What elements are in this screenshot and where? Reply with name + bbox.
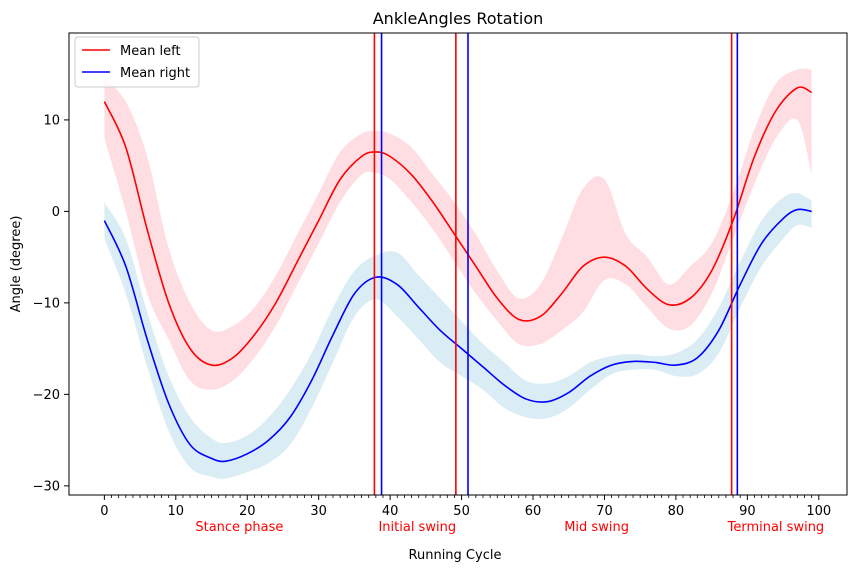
phase-boundaries [373, 33, 739, 495]
x-axis-ticks: 0 10 20 30 40 50 60 70 80 90 100 [100, 495, 831, 519]
band-left [104, 68, 812, 390]
x-tick-label: 50 [453, 504, 470, 519]
y-tick-label: 0 [52, 205, 60, 220]
phase-labels: Stance phase Initial swing Mid swing Termin… [195, 520, 824, 535]
confidence-bands [104, 68, 812, 479]
x-tick-label: 0 [100, 504, 108, 519]
y-tick-label: −30 [33, 479, 60, 494]
x-tick-label: 60 [525, 504, 542, 519]
y-axis-ticks: −30 −20 −10 0 10 [33, 113, 69, 494]
phase-label: Stance phase [195, 520, 283, 535]
x-tick-label: 20 [239, 504, 256, 519]
x-tick-label: 10 [168, 504, 185, 519]
y-axis-label: Angle (degree) [9, 216, 24, 313]
phase-label: Initial swing [378, 520, 456, 535]
x-tick-label: 80 [668, 504, 685, 519]
chart-title: AnkleAngles Rotation [373, 9, 544, 28]
x-tick-label: 90 [739, 504, 756, 519]
legend: Mean left Mean right [74, 36, 200, 88]
x-tick-label: 30 [310, 504, 327, 519]
x-tick-label: 40 [382, 504, 399, 519]
band-right [104, 192, 812, 479]
phase-label: Mid swing [564, 520, 629, 535]
plot-area-frame [68, 32, 848, 496]
x-tick-label: 100 [806, 504, 831, 519]
legend-label-left: Mean left [120, 44, 181, 59]
line-mean-right [103, 208, 812, 463]
y-tick-label: 10 [43, 113, 60, 128]
phase-label: Terminal swing [727, 520, 825, 535]
x-tick-label: 70 [596, 504, 613, 519]
line-mean-left [103, 86, 812, 367]
x-axis-label: Running Cycle [409, 548, 502, 563]
legend-label-right: Mean right [120, 66, 190, 81]
mean-lines [103, 86, 812, 463]
y-tick-label: −20 [33, 388, 60, 403]
y-tick-label: −10 [33, 296, 60, 311]
